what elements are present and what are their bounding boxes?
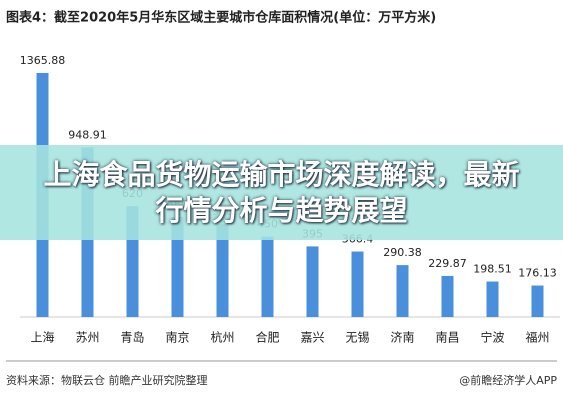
value-label: 948.91 [68, 128, 107, 141]
x-tick-label: 福州 [525, 330, 549, 345]
bar [306, 246, 319, 317]
bar [261, 236, 274, 317]
banner: 上海食品货物运输市场深度解读，最新行情分析与趋势展望 [0, 145, 563, 240]
value-label: 290.38 [383, 246, 422, 259]
x-tick-label: 青岛 [120, 330, 144, 345]
source: 资料来源：物联云仓 前瞻产业研究院整理 [6, 373, 208, 387]
x-tick-label: 嘉兴 [300, 331, 324, 345]
x-tick-label: 无锡 [345, 330, 369, 345]
x-tick-label: 宁波 [480, 330, 504, 345]
bar [486, 281, 499, 317]
x-tick-label: 上海 [30, 330, 54, 345]
x-tick-label: 合肥 [255, 330, 279, 345]
value-label: 229.87 [428, 257, 467, 270]
bar [441, 275, 454, 317]
x-tick-label: 苏州 [75, 331, 99, 345]
watermark: @前瞻经济学人APP [459, 373, 557, 387]
chart-title: 图表4：截至2020年5月华东区域主要城市仓库面积情况(单位：万平方米) [6, 10, 436, 26]
bar [216, 224, 229, 317]
value-label: 176.13 [518, 267, 557, 280]
bar [351, 251, 364, 317]
x-tick-label: 南京 [165, 330, 189, 345]
x-tick-label: 南昌 [435, 330, 459, 345]
bar [171, 216, 184, 317]
banner-text: 上海食品货物运输市场深度解读，最新行情分析与趋势展望 [43, 157, 520, 227]
value-label: 198.51 [473, 263, 512, 276]
bar [396, 265, 409, 317]
x-tick-label: 杭州 [210, 330, 234, 345]
value-label: 1365.88 [20, 54, 66, 67]
x-tick-label: 济南 [390, 330, 414, 345]
bar [531, 285, 544, 317]
